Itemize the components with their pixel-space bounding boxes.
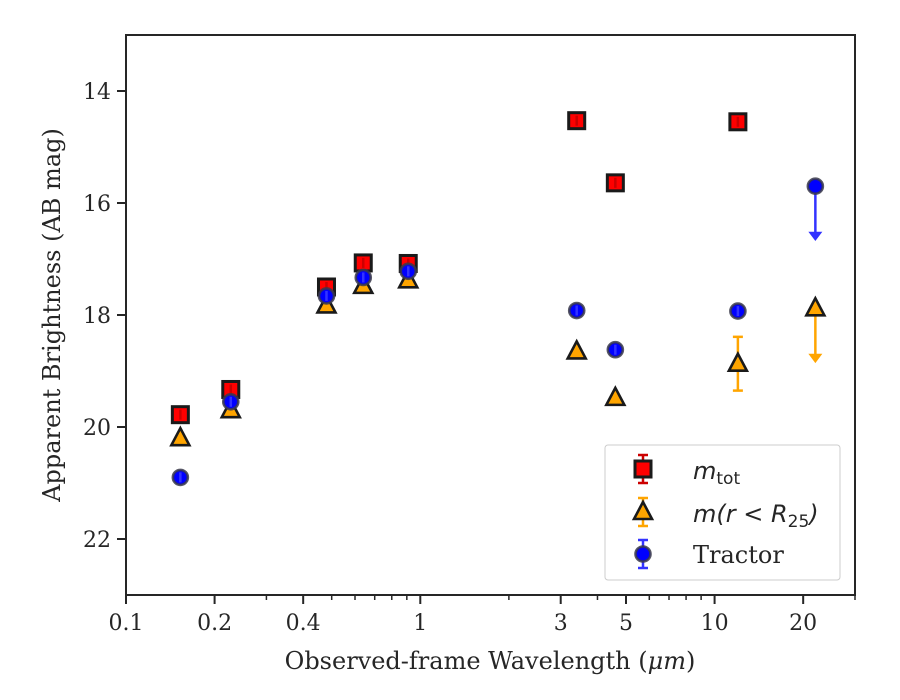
x-tick-label-4: 3 — [554, 611, 568, 636]
legend-marks — [631, 453, 655, 570]
x-tick-label-2: 0.4 — [286, 611, 321, 636]
point-mr25-7 — [726, 350, 750, 373]
x-tick-label-3: 1 — [413, 611, 427, 636]
x-axis-title: Observed-frame Wavelength (μm) — [285, 647, 696, 675]
x-tick-label-6: 10 — [701, 611, 729, 636]
data-marks — [169, 111, 827, 487]
point-mr25-8-upper-limit-arrowhead — [808, 353, 823, 364]
y-tick-label-1: 16 — [83, 192, 111, 217]
y-tick-label-0: 14 — [83, 80, 111, 105]
legend-box — [604, 444, 841, 581]
x-tick-label-5: 5 — [619, 611, 633, 636]
point-tractor-8 — [806, 177, 825, 195]
x-tick-label-7: 20 — [789, 611, 817, 636]
legend-marker-mtot — [633, 459, 653, 479]
x-tick-label-1: 0.2 — [197, 611, 232, 636]
y-tick-label-3: 20 — [83, 416, 111, 441]
legend-label-m-r25: m(r < R25) — [693, 500, 819, 532]
point-mr25-8 — [804, 295, 827, 317]
y-tick-label-4: 22 — [83, 528, 111, 553]
legend-marker-tractor — [634, 545, 652, 563]
point-tractor-8-upper-limit-arrowhead — [808, 231, 823, 242]
legend-label-tractor: Tractor — [693, 541, 784, 569]
axes: 0.1 0.2 0.4 1 3 5 10 20 14 16 18 20 22 — [83, 34, 856, 636]
legend: mtot m(r < R25) Tractor — [604, 444, 841, 581]
x-tick-label-0: 0.1 — [109, 611, 144, 636]
legend-marker-mr25 — [631, 499, 655, 521]
y-axis-title: Apparent Brightness (AB mag) — [38, 128, 66, 503]
y-tick-label-2: 18 — [83, 304, 111, 329]
legend-label-mtot: mtot — [693, 457, 740, 489]
